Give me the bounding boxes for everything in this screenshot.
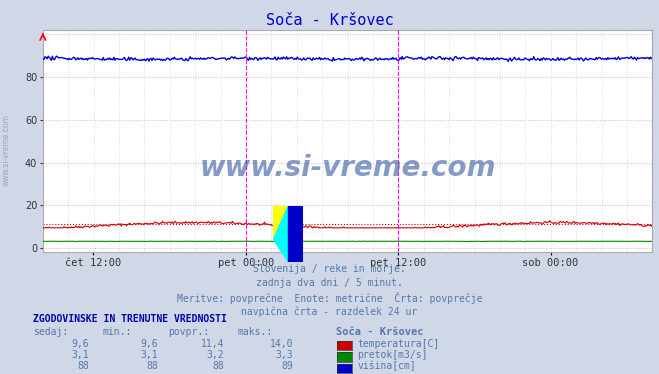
Text: 88: 88 (146, 361, 158, 371)
Text: 89: 89 (281, 361, 293, 371)
Text: 3,1: 3,1 (140, 350, 158, 360)
Text: navpična črta - razdelek 24 ur: navpična črta - razdelek 24 ur (241, 306, 418, 317)
Text: Slovenija / reke in morje.: Slovenija / reke in morje. (253, 264, 406, 274)
Text: 9,6: 9,6 (140, 338, 158, 349)
Text: 3,3: 3,3 (275, 350, 293, 360)
Text: min.:: min.: (102, 327, 132, 337)
Text: zadnja dva dni / 5 minut.: zadnja dva dni / 5 minut. (256, 278, 403, 288)
Text: sedaj:: sedaj: (33, 327, 68, 337)
Text: ZGODOVINSKE IN TRENUTNE VREDNOSTI: ZGODOVINSKE IN TRENUTNE VREDNOSTI (33, 313, 227, 324)
Text: temperatura[C]: temperatura[C] (357, 338, 440, 349)
Text: Soča - Kršovec: Soča - Kršovec (336, 327, 424, 337)
Text: 3,1: 3,1 (71, 350, 89, 360)
Text: 11,4: 11,4 (200, 338, 224, 349)
Text: 9,6: 9,6 (71, 338, 89, 349)
Text: maks.:: maks.: (237, 327, 272, 337)
Text: 3,2: 3,2 (206, 350, 224, 360)
Text: višina[cm]: višina[cm] (357, 361, 416, 371)
Polygon shape (289, 206, 303, 262)
Text: Soča - Kršovec: Soča - Kršovec (266, 13, 393, 28)
Text: 14,0: 14,0 (270, 338, 293, 349)
Polygon shape (273, 206, 289, 239)
Text: povpr.:: povpr.: (168, 327, 209, 337)
Polygon shape (273, 206, 289, 262)
Text: www.si-vreme.com: www.si-vreme.com (2, 114, 11, 186)
Text: pretok[m3/s]: pretok[m3/s] (357, 350, 428, 360)
Text: 88: 88 (212, 361, 224, 371)
Text: 88: 88 (77, 361, 89, 371)
Text: www.si-vreme.com: www.si-vreme.com (200, 154, 496, 182)
Text: Meritve: povprečne  Enote: metrične  Črta: povprečje: Meritve: povprečne Enote: metrične Črta:… (177, 292, 482, 304)
